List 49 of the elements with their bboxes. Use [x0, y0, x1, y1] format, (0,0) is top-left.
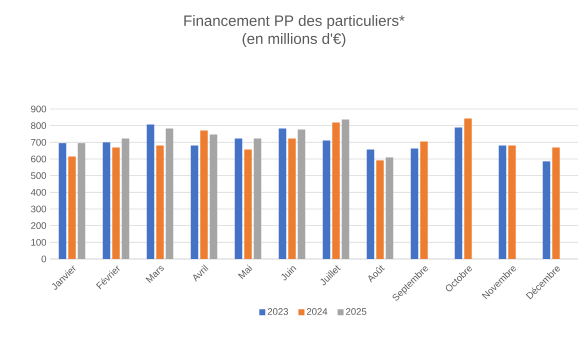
bar: [288, 138, 296, 259]
y-tick-label: 300: [30, 206, 46, 212]
bar: [410, 148, 418, 259]
bar: [254, 138, 262, 259]
legend-label: 2025: [346, 308, 366, 315]
bar: [210, 134, 218, 259]
bar: [68, 156, 76, 259]
y-tick-label: 500: [31, 172, 46, 180]
bar: [332, 122, 340, 259]
bar: [542, 161, 550, 259]
y-tick-label: 200: [31, 222, 46, 230]
bar: [366, 149, 374, 259]
bar: [112, 147, 120, 259]
bar: [454, 127, 462, 259]
bar: [464, 118, 472, 259]
bar: [122, 138, 130, 259]
y-tick-label: 600: [31, 156, 46, 162]
bar: [278, 128, 286, 259]
y-tick-label: 900: [31, 106, 46, 112]
y-tick-label: 800: [31, 122, 46, 130]
bar: [386, 157, 394, 259]
y-tick-label: 0: [42, 256, 46, 262]
bar: [376, 160, 384, 259]
chart-subtitle: (en millions d'€): [242, 33, 346, 47]
x-tick-label: Mai: [238, 264, 252, 280]
chart-title: Financement PP des particuliers*: [184, 15, 405, 29]
bar: [146, 124, 154, 259]
bar: [166, 128, 174, 259]
x-tick-label: Juin: [281, 266, 296, 280]
legend-label: 2023: [268, 308, 288, 315]
bar: [234, 138, 242, 259]
bar: [508, 145, 516, 259]
bar: [420, 141, 428, 259]
bar: [200, 130, 208, 259]
bar: [102, 142, 110, 259]
y-tick-label: 100: [31, 238, 46, 246]
legend-label: 2024: [306, 308, 328, 315]
bar: [58, 143, 66, 259]
bar: [78, 143, 86, 259]
bar: [244, 149, 252, 259]
bar: [342, 119, 350, 259]
bar: [498, 145, 506, 259]
bar: [298, 129, 306, 259]
bar: [322, 140, 330, 259]
bar: [190, 145, 198, 259]
y-tick-label: 700: [31, 138, 46, 146]
bar: [552, 147, 560, 259]
y-tick-label: 400: [30, 188, 46, 196]
bar: [156, 145, 164, 259]
